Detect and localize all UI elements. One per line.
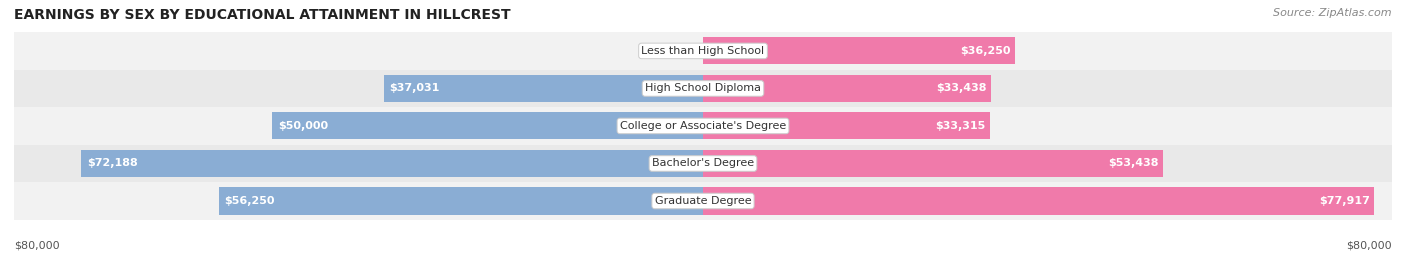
FancyBboxPatch shape <box>14 107 1392 145</box>
FancyBboxPatch shape <box>14 182 1392 220</box>
Text: Less than High School: Less than High School <box>641 46 765 56</box>
Text: $37,031: $37,031 <box>389 83 440 94</box>
Text: College or Associate's Degree: College or Associate's Degree <box>620 121 786 131</box>
Bar <box>384 75 703 102</box>
Text: $33,315: $33,315 <box>935 121 986 131</box>
Text: $72,188: $72,188 <box>87 158 138 169</box>
Bar <box>703 188 1374 214</box>
Bar <box>703 150 1163 177</box>
FancyBboxPatch shape <box>14 32 1392 70</box>
Bar <box>703 113 990 139</box>
Bar <box>82 150 703 177</box>
FancyBboxPatch shape <box>14 145 1392 182</box>
Text: $36,250: $36,250 <box>960 46 1011 56</box>
Text: $50,000: $50,000 <box>278 121 328 131</box>
Text: $53,438: $53,438 <box>1108 158 1159 169</box>
Text: $33,438: $33,438 <box>936 83 987 94</box>
Bar <box>273 113 703 139</box>
Text: $0: $0 <box>679 46 695 56</box>
Text: $80,000: $80,000 <box>14 240 59 250</box>
Bar <box>218 188 703 214</box>
FancyBboxPatch shape <box>14 70 1392 107</box>
Text: Bachelor's Degree: Bachelor's Degree <box>652 158 754 169</box>
Bar <box>703 75 991 102</box>
Text: $56,250: $56,250 <box>224 196 274 206</box>
Text: High School Diploma: High School Diploma <box>645 83 761 94</box>
Text: $77,917: $77,917 <box>1319 196 1369 206</box>
Text: EARNINGS BY SEX BY EDUCATIONAL ATTAINMENT IN HILLCREST: EARNINGS BY SEX BY EDUCATIONAL ATTAINMEN… <box>14 8 510 22</box>
Text: Graduate Degree: Graduate Degree <box>655 196 751 206</box>
Text: $80,000: $80,000 <box>1347 240 1392 250</box>
Bar <box>703 38 1015 64</box>
Text: Source: ZipAtlas.com: Source: ZipAtlas.com <box>1274 8 1392 18</box>
